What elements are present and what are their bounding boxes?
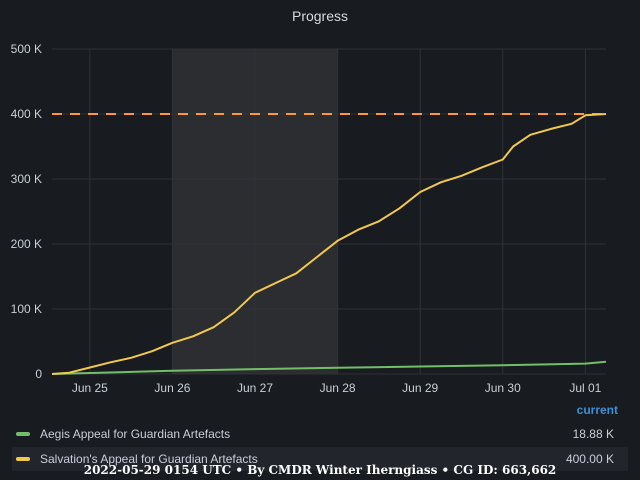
x-tick-label: Jun 27 — [237, 381, 273, 395]
series-line-1 — [51, 113, 607, 375]
legend-current-value: 400.00 K — [565, 452, 614, 466]
y-tick-label: 0 — [35, 367, 42, 381]
y-tick-label: 300 K — [11, 172, 42, 186]
legend-item-aegis[interactable]: Aegis Appeal for Guardian Artefacts 18.8… — [12, 422, 628, 446]
panel-title[interactable]: Progress — [291, 8, 349, 24]
series-line-0 — [51, 360, 607, 375]
legend-label[interactable]: Salvation's Appeal for Guardian Artefact… — [40, 452, 258, 466]
legend-item-salvation[interactable]: Salvation's Appeal for Guardian Artefact… — [12, 447, 628, 471]
x-tick-label: Jun 25 — [72, 381, 108, 395]
x-tick-label: Jun 30 — [485, 381, 521, 395]
legend-label[interactable]: Aegis Appeal for Guardian Artefacts — [40, 427, 231, 441]
legend-column-header-current[interactable]: current — [576, 403, 618, 417]
x-tick-label: Jun 29 — [402, 381, 438, 395]
footer-caption: 2022-05-29 0154 UTC • By CMDR Winter Ihe… — [83, 463, 557, 477]
y-tick-label: 200 K — [11, 237, 42, 251]
legend-swatch[interactable] — [16, 457, 30, 461]
progress-chart: 0 100 K 200 K 300 K 400 K 500 K Jun 25 Jun 26 Ju… — [11, 42, 607, 395]
y-tick-label: 500 K — [11, 42, 42, 56]
y-tick-label: 400 K — [11, 107, 42, 121]
y-tick-label: 100 K — [11, 302, 42, 316]
legend-swatch[interactable] — [16, 432, 30, 436]
x-tick-label: Jun 28 — [320, 381, 356, 395]
x-tick-label: Jul 01 — [569, 381, 601, 395]
legend-current-value: 18.88 K — [572, 427, 614, 441]
x-tick-label: Jun 26 — [154, 381, 190, 395]
